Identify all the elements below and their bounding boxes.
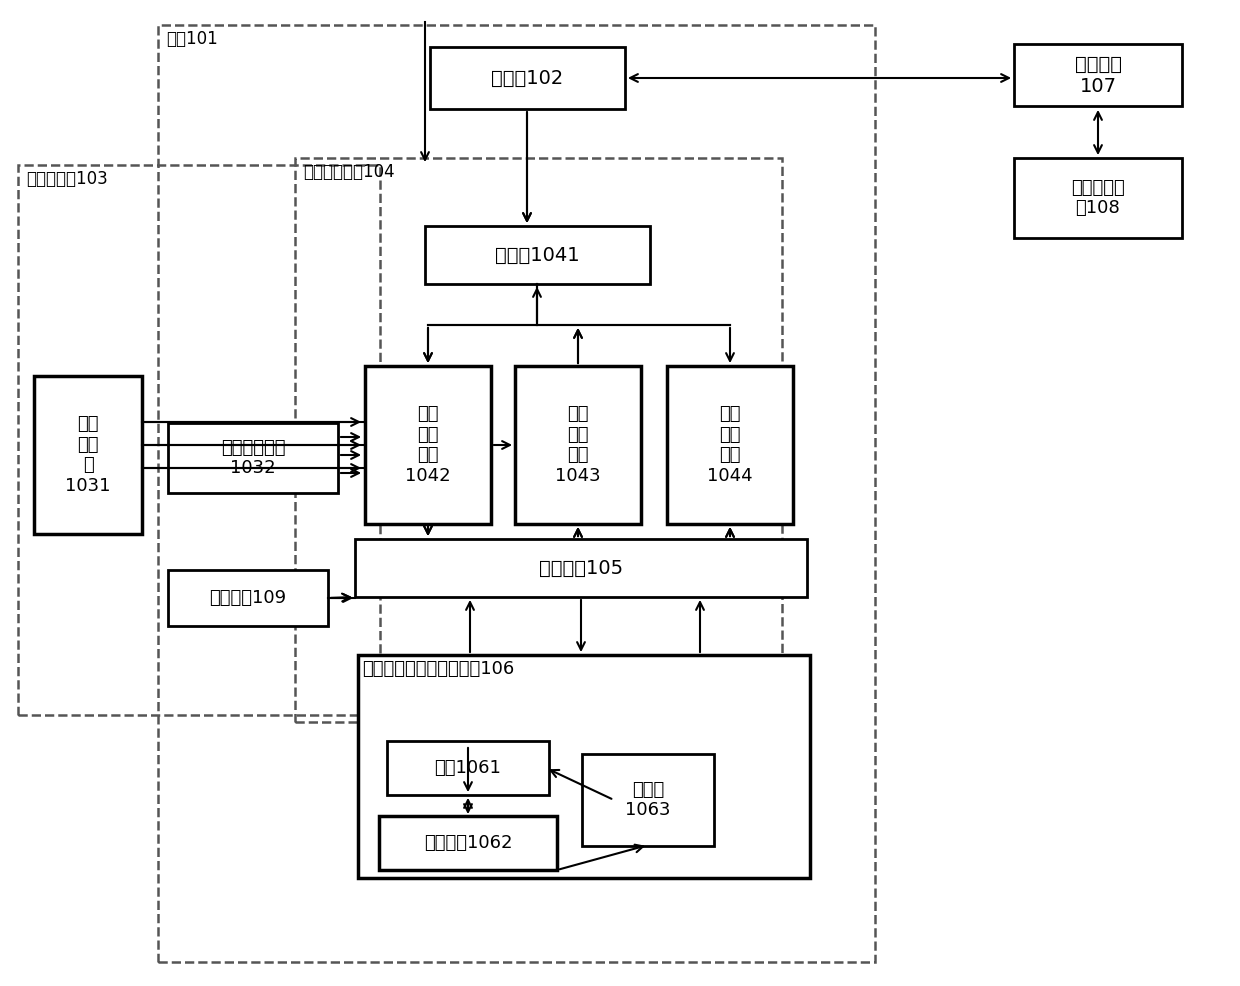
- Bar: [424, 226, 650, 284]
- Bar: [1014, 44, 1182, 106]
- Text: 模拟
量输
入板
1043: 模拟 量输 入板 1043: [556, 405, 601, 485]
- Text: 机柜101: 机柜101: [166, 30, 218, 48]
- Bar: [379, 816, 557, 870]
- Bar: [667, 366, 794, 524]
- Bar: [365, 366, 491, 524]
- Text: 继电器板1062: 继电器板1062: [424, 834, 512, 852]
- Text: 人机交互界
面108: 人机交互界 面108: [1071, 178, 1125, 217]
- Bar: [157, 25, 875, 962]
- Text: 显示屏
1063: 显示屏 1063: [625, 781, 671, 819]
- Text: 直流可调电源
1032: 直流可调电源 1032: [221, 439, 285, 477]
- Text: 测试信号源103: 测试信号源103: [26, 170, 108, 188]
- Bar: [515, 366, 641, 524]
- Text: 继保
测试
仪
1031: 继保 测试 仪 1031: [66, 415, 110, 495]
- Text: 过流保护及电压监测装置106: 过流保护及电压监测装置106: [362, 660, 515, 678]
- Bar: [1014, 158, 1182, 238]
- Text: 前置机102: 前置机102: [491, 68, 563, 88]
- Bar: [582, 754, 714, 846]
- Text: 主控板1041: 主控板1041: [495, 246, 579, 264]
- Bar: [387, 741, 549, 795]
- Bar: [19, 165, 379, 715]
- Text: 开关电源109: 开关电源109: [210, 589, 286, 607]
- Text: 主板1061: 主板1061: [434, 759, 501, 777]
- Bar: [167, 570, 329, 626]
- Text: 采集控制装置104: 采集控制装置104: [303, 163, 394, 181]
- Bar: [295, 158, 782, 722]
- Text: 适配装置105: 适配装置105: [539, 558, 622, 578]
- Bar: [358, 655, 810, 878]
- Bar: [33, 376, 143, 534]
- Bar: [167, 423, 339, 493]
- Bar: [355, 539, 807, 597]
- Text: 开关
量输
入板
1044: 开关 量输 入板 1044: [707, 405, 753, 485]
- Bar: [429, 47, 625, 109]
- Text: 开关
量输
出板
1042: 开关 量输 出板 1042: [405, 405, 451, 485]
- Text: 后台主机
107: 后台主机 107: [1075, 54, 1121, 96]
